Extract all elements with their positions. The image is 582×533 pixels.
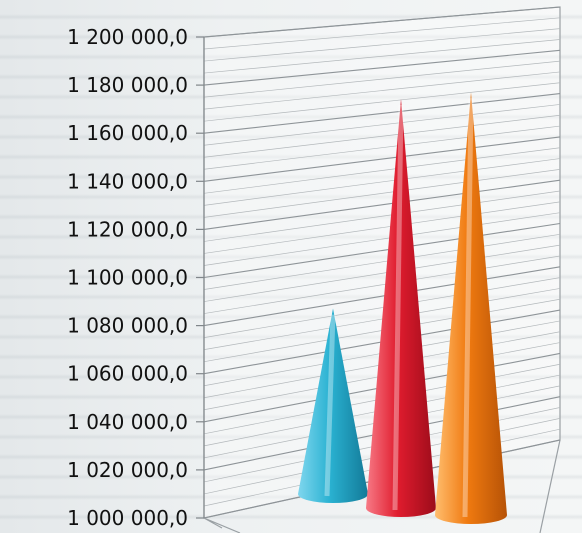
floor-edge: [203, 517, 241, 533]
y-tick-label: 1 080 000,0: [67, 314, 188, 338]
y-tick-label: 1 180 000,0: [67, 73, 188, 97]
cone-3: [435, 92, 507, 524]
y-axis: 1 000 000,0 1 020 000,0 1 040 000,0 1 060 0…: [67, 25, 205, 530]
gridline-minor: [203, 114, 561, 158]
gridline-major: [203, 136, 561, 182]
gridline-minor: [203, 17, 561, 50]
cone-highlight: [392, 104, 404, 511]
gridline-minor: [203, 60, 561, 98]
gridline-major: [203, 93, 561, 134]
cone-body: [435, 92, 507, 524]
cone-body: [298, 308, 368, 503]
cone-2: [366, 99, 436, 517]
gridline-minor: [203, 288, 561, 350]
gridline-minor: [203, 39, 561, 74]
cone-highlight: [324, 314, 336, 497]
cone-body: [366, 99, 436, 517]
gridline-minor: [203, 190, 561, 242]
y-tick-label: 1 140 000,0: [67, 169, 188, 193]
gridline-major: [203, 222, 561, 279]
gridline-major: [203, 179, 561, 230]
gridline-minor: [203, 28, 561, 62]
floor-right-edge: [539, 439, 561, 533]
y-tick-label: 1 160 000,0: [67, 121, 188, 145]
y-tick-label: 1 060 000,0: [67, 362, 188, 386]
y-tick-label: 1 040 000,0: [67, 410, 188, 434]
gridline-major: [203, 49, 561, 86]
gridline-minor: [203, 71, 561, 110]
gridline-minor: [203, 158, 561, 206]
gridline-minor: [203, 244, 561, 302]
gridline-minor: [203, 212, 561, 266]
y-tick-label: 1 200 000,0: [67, 25, 188, 49]
y-tick-label: 1 120 000,0: [67, 217, 188, 241]
gridline-major: [203, 266, 561, 327]
y-tick-label: 1 000 000,0: [67, 506, 188, 530]
y-tick-label: 1 020 000,0: [67, 458, 188, 482]
gridline-minor: [203, 169, 561, 218]
gridline-minor: [203, 233, 561, 290]
gridline-major: [203, 6, 561, 38]
cone-1: [298, 308, 368, 503]
gridline-minor: [203, 125, 561, 170]
gridline-minor: [203, 277, 561, 338]
cones: [298, 92, 507, 524]
gridline-minor: [203, 255, 561, 314]
gridline-minor: [203, 147, 561, 194]
gridline-minor: [203, 104, 561, 146]
gridline-minor: [203, 82, 561, 122]
y-tick-label: 1 100 000,0: [67, 266, 188, 290]
gridline-minor: [203, 201, 561, 254]
cone-highlight: [462, 98, 474, 518]
